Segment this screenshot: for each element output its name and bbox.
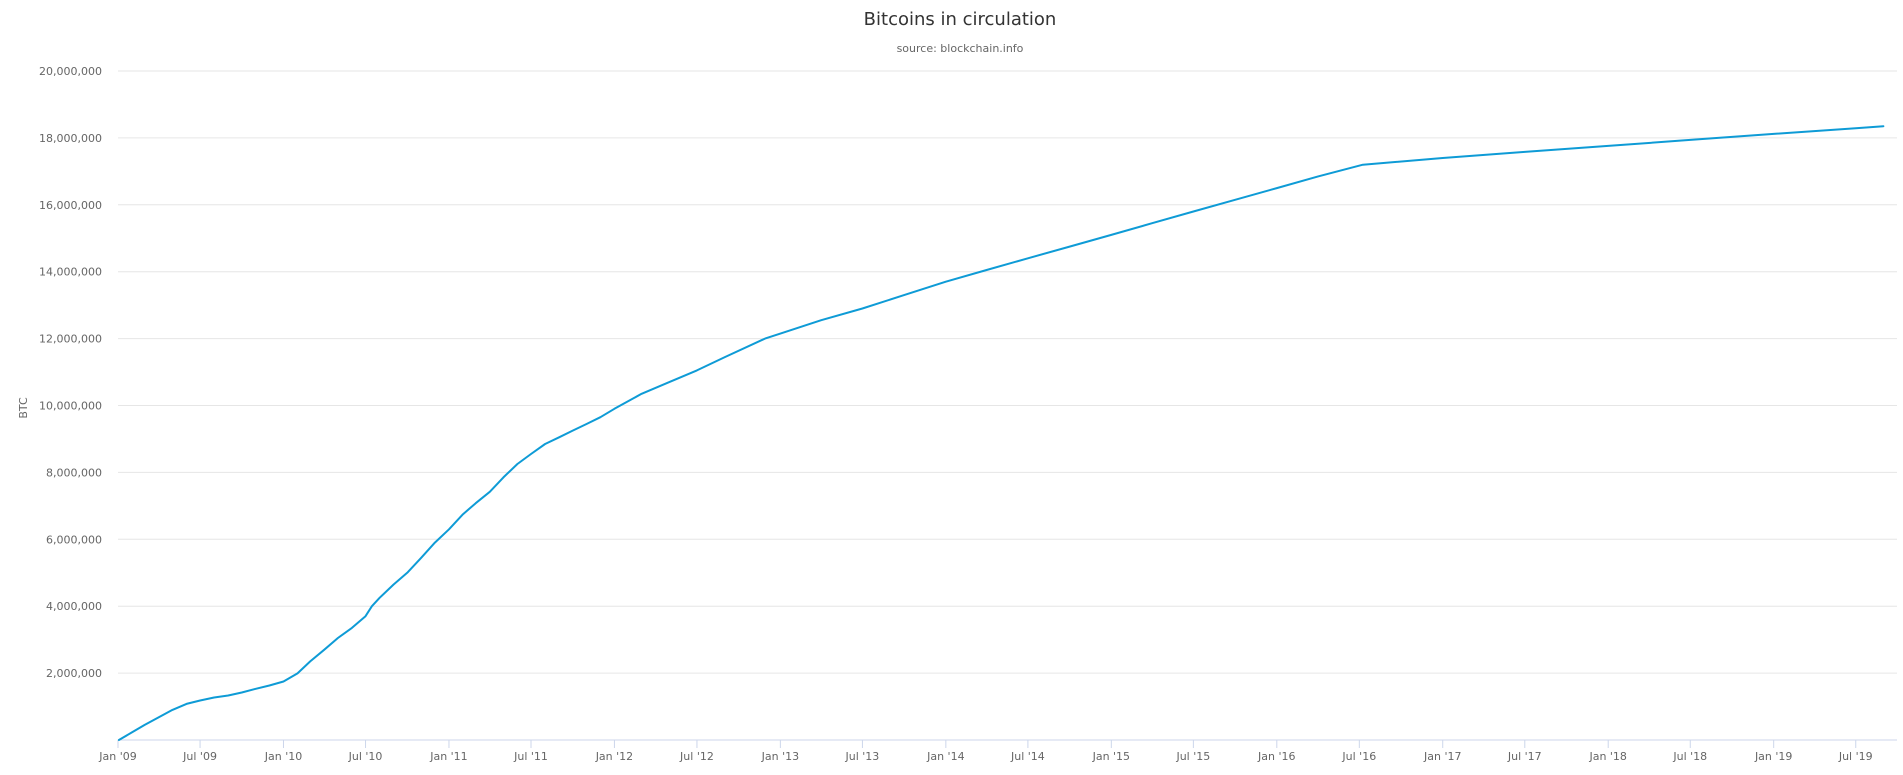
x-tick-label: Jan '11 bbox=[429, 750, 467, 763]
y-tick-label: 8,000,000 bbox=[46, 466, 102, 479]
x-tick-label: Jul '11 bbox=[513, 750, 548, 763]
x-tick-label: Jan '19 bbox=[1754, 750, 1792, 763]
y-tick-label: 16,000,000 bbox=[39, 199, 102, 212]
y-tick-label: 20,000,000 bbox=[39, 65, 102, 78]
x-tick-label: Jul '18 bbox=[1672, 750, 1707, 763]
y-tick-label: 6,000,000 bbox=[46, 533, 102, 546]
x-tick-label: Jan '18 bbox=[1588, 750, 1626, 763]
y-tick-label: 2,000,000 bbox=[46, 667, 102, 680]
y-tick-label: 18,000,000 bbox=[39, 132, 102, 145]
x-tick-label: Jul '09 bbox=[182, 750, 217, 763]
x-tick-label: Jul '10 bbox=[348, 750, 383, 763]
x-tick-label: Jul '14 bbox=[1010, 750, 1045, 763]
x-tick-label: Jan '17 bbox=[1423, 750, 1461, 763]
y-tick-label: 10,000,000 bbox=[39, 400, 102, 413]
x-axis-ticks: Jan '09 Jul '09 Jan '10 Jul '10 Jan '11 Jul '… bbox=[98, 739, 1897, 763]
x-tick-label: Jan '14 bbox=[926, 750, 964, 763]
x-tick-label: Jan '10 bbox=[264, 750, 302, 763]
series-layer bbox=[117, 125, 1885, 741]
y-tick-label: 12,000,000 bbox=[39, 333, 102, 346]
x-tick-label: Jan '12 bbox=[595, 750, 633, 763]
y-tick-label: 14,000,000 bbox=[39, 266, 102, 279]
x-tick-label: Jan '16 bbox=[1257, 750, 1295, 763]
x-tick-label: Jul '17 bbox=[1507, 750, 1542, 763]
x-tick-label: Jan '09 bbox=[98, 750, 136, 763]
series-line bbox=[117, 125, 1885, 741]
x-tick-label: Jul '16 bbox=[1341, 750, 1376, 763]
x-tick-label: Jul '12 bbox=[679, 750, 714, 763]
y-axis-ticks: 2,000,000 4,000,000 6,000,000 8,000,000 10,0… bbox=[39, 65, 102, 680]
x-tick-label: Jul '15 bbox=[1175, 750, 1210, 763]
chart-title: Bitcoins in circulation bbox=[864, 9, 1057, 30]
gridlines bbox=[118, 70, 1897, 674]
y-tick-label: 4,000,000 bbox=[46, 600, 102, 613]
x-tick-label: Jul '19 bbox=[1838, 750, 1873, 763]
y-axis-title: BTC bbox=[17, 397, 30, 419]
chart-subtitle: source: blockchain.info bbox=[897, 42, 1024, 55]
x-tick-label: Jan '15 bbox=[1092, 750, 1130, 763]
x-tick-label: Jul '13 bbox=[845, 750, 880, 763]
x-tick-label: Jan '13 bbox=[761, 750, 799, 763]
